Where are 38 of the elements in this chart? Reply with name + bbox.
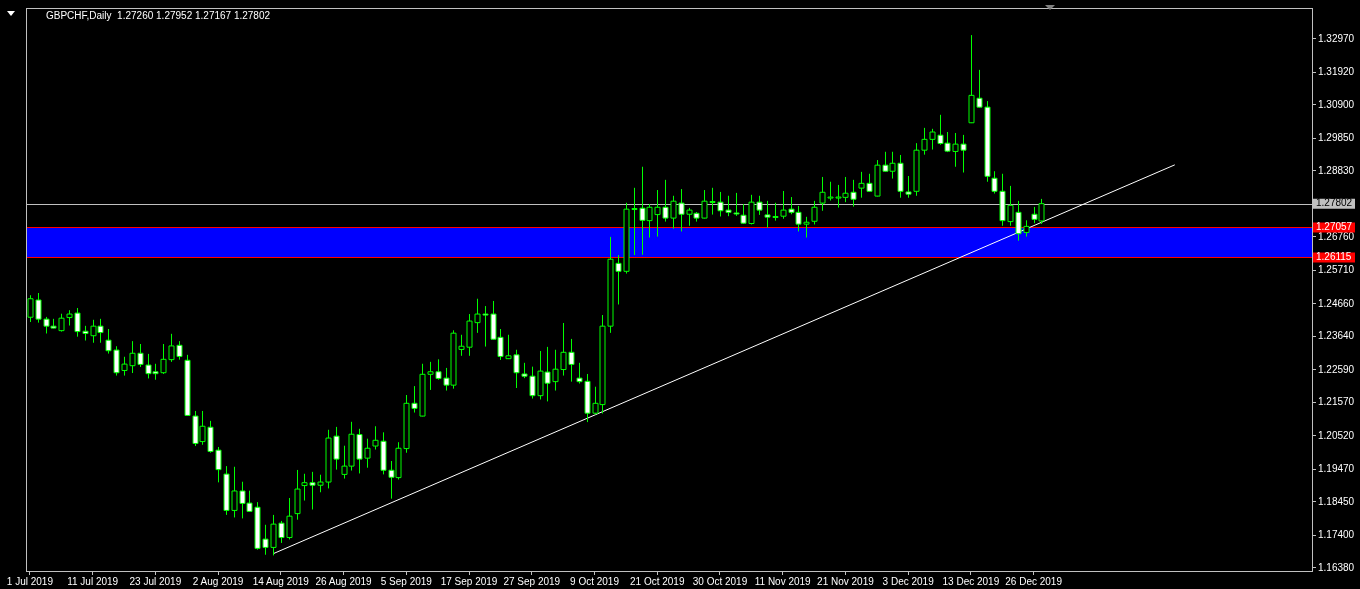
y-tick-label: 1.21570: [1318, 396, 1355, 408]
y-tick-label: 1.28830: [1318, 164, 1355, 176]
y-tick-label: 1.22590: [1318, 363, 1355, 375]
y-tick-label: 1.23640: [1318, 330, 1355, 342]
y-tick-label: 1.19470: [1318, 463, 1355, 475]
y-tick-label: 1.25710: [1318, 264, 1355, 276]
x-tick-label: 26 Dec 2019: [1005, 575, 1063, 587]
x-tick-label: 17 Sep 2019: [440, 575, 498, 587]
x-tick-label: 13 Dec 2019: [942, 575, 1000, 587]
candlestick: [811, 200, 818, 225]
x-tick-label: 9 Oct 2019: [570, 575, 620, 587]
y-tick-label: 1.24660: [1318, 297, 1355, 309]
x-tick-label: 2 Aug 2019: [192, 575, 244, 587]
y-tick-label: 1.31920: [1318, 66, 1355, 78]
ref-line-label: 1.27057: [1316, 221, 1353, 233]
x-tick-label: 23 Jul 2019: [129, 575, 182, 587]
x-tick-label: 27 Sep 2019: [503, 575, 561, 587]
x-tick-label: 1 Jul 2019: [6, 575, 54, 587]
y-tick-label: 1.26760: [1318, 230, 1355, 242]
x-tick-label: 26 Aug 2019: [315, 575, 373, 587]
x-tick-label: 30 Oct 2019: [692, 575, 748, 587]
chart-title: GBPCHF,Daily 1.27260 1.27952 1.27167 1.27802: [46, 9, 271, 21]
ref-line-label: 1.27802: [1316, 197, 1353, 209]
y-tick-label: 1.29850: [1318, 132, 1355, 144]
y-tick-label: 1.30900: [1318, 98, 1355, 110]
x-tick-label: 5 Sep 2019: [380, 575, 433, 587]
x-tick-label: 21 Oct 2019: [630, 575, 685, 587]
y-tick-label: 1.17400: [1318, 529, 1355, 541]
ref-line-label: 1.26115: [1316, 251, 1352, 263]
x-tick-label: 21 Nov 2019: [817, 575, 875, 587]
x-tick-label: 3 Dec 2019: [882, 575, 935, 587]
x-tick-label: 11 Jul 2019: [67, 575, 119, 587]
y-tick-label: 1.16380: [1318, 561, 1355, 573]
y-tick-label: 1.32970: [1318, 32, 1355, 44]
x-tick-label: 11 Nov 2019: [754, 575, 812, 587]
y-tick-label: 1.18450: [1318, 495, 1355, 507]
x-tick-label: 14 Aug 2019: [252, 575, 310, 587]
y-tick-label: 1.20520: [1318, 429, 1355, 441]
